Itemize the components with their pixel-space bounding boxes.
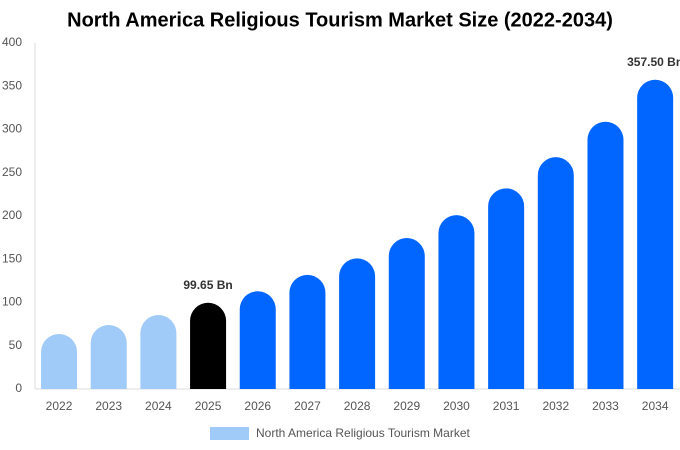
x-tick-label: 2034: [642, 399, 669, 413]
bar: [140, 315, 177, 389]
y-tick-label: 0: [15, 381, 22, 395]
x-tick-label: 2022: [46, 399, 73, 413]
y-tick-label: 300: [2, 122, 22, 136]
bar: [239, 291, 276, 389]
x-tick-label: 2030: [443, 399, 470, 413]
y-tick-label: 50: [9, 338, 23, 352]
value-label: 99.65 Bn: [183, 278, 232, 292]
bar: [90, 324, 127, 389]
bar: [41, 333, 78, 389]
bar: [339, 258, 376, 389]
bar: [388, 238, 425, 389]
bar: [190, 302, 227, 389]
bar: [289, 274, 326, 389]
legend-swatch: [210, 427, 249, 440]
bar: [488, 188, 525, 389]
x-tick-label: 2029: [393, 399, 420, 413]
x-tick-label: 2031: [493, 399, 520, 413]
x-tick-label: 2032: [542, 399, 569, 413]
x-tick-label: 2025: [195, 399, 222, 413]
chart-title: North America Religious Tourism Market S…: [67, 9, 613, 31]
bar: [637, 79, 674, 389]
x-tick-label: 2023: [95, 399, 122, 413]
x-tick-label: 2033: [592, 399, 619, 413]
value-label: 357.50 Bn: [627, 55, 680, 69]
y-tick-label: 250: [2, 165, 22, 179]
y-tick-label: 100: [2, 295, 22, 309]
bar: [537, 157, 574, 389]
y-tick-label: 350: [2, 78, 22, 92]
x-tick-label: 2028: [344, 399, 371, 413]
y-tick-label: 400: [2, 35, 22, 49]
y-tick-label: 200: [2, 208, 22, 222]
y-tick-label: 150: [2, 251, 22, 265]
x-tick-label: 2026: [244, 399, 271, 413]
bar: [438, 215, 475, 389]
x-tick-label: 2027: [294, 399, 321, 413]
bar: [587, 121, 624, 389]
x-tick-label: 2024: [145, 399, 172, 413]
legend-label: North America Religious Tourism Market: [256, 426, 471, 440]
